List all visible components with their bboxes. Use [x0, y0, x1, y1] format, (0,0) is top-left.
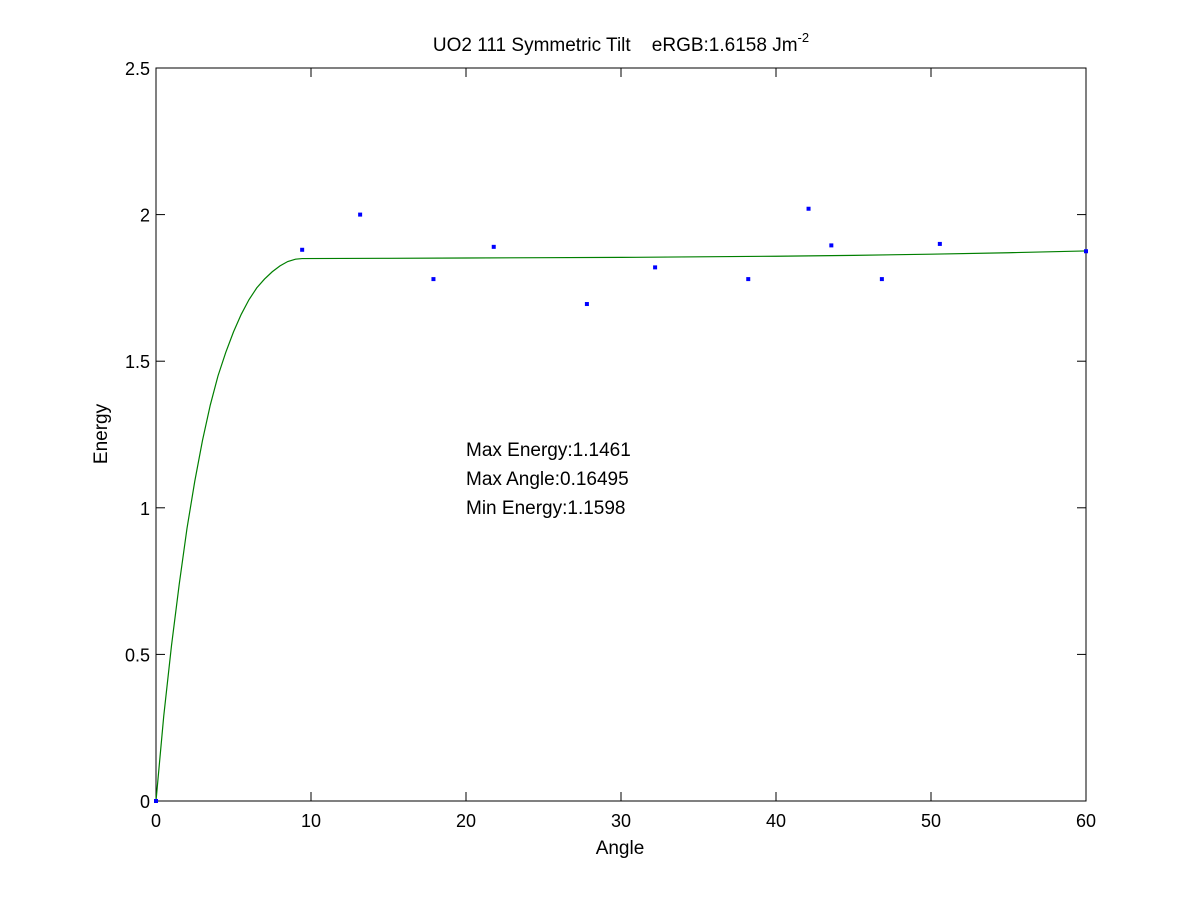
chart-title: UO2 111 Symmetric Tilt eRGB:1.6158 Jm-2: [433, 30, 809, 56]
ticks: [156, 68, 1086, 801]
curves: [155, 250, 1087, 802]
annotation-max-energy: Max Energy:1.1461: [466, 440, 631, 461]
tick-labels: 0 10 20 30 40 50 60 0 0.5 1 1.5 2 2.5: [125, 59, 1096, 831]
x-tick-label: 20: [456, 811, 476, 831]
annotation-block: Max Energy:1.1461 Max Angle:0.16495 Min …: [466, 440, 631, 519]
chart-title-superscript: -2: [798, 30, 810, 45]
data-point: [300, 247, 305, 252]
data-point: [653, 265, 658, 270]
data-point: [431, 277, 436, 282]
x-tick-label: 40: [766, 811, 786, 831]
x-tick-label: 0: [151, 811, 161, 831]
data-point: [358, 212, 363, 217]
axes-box: [155, 67, 1087, 802]
chart-title-main: UO2 111 Symmetric Tilt eRGB:1.6158 Jm: [433, 35, 798, 56]
y-tick-label: 0.5: [125, 645, 150, 665]
x-axis-label: Angle: [596, 838, 645, 859]
data-point: [937, 241, 942, 246]
x-tick-label: 10: [301, 811, 321, 831]
x-tick-label: 50: [921, 811, 941, 831]
data-point: [746, 277, 751, 282]
data-point: [154, 799, 158, 803]
y-tick-label: 2: [140, 206, 150, 226]
plot-area: [154, 67, 1088, 803]
y-tick-label: 1.5: [125, 352, 150, 372]
markers: [154, 206, 1088, 803]
data-point: [829, 243, 834, 248]
y-axis-label: Energy: [91, 403, 112, 464]
data-point: [1084, 249, 1088, 254]
y-tick-label: 2.5: [125, 59, 150, 79]
y-tick-label: 1: [140, 499, 150, 519]
x-tick-label: 60: [1076, 811, 1096, 831]
x-tick-label: 30: [611, 811, 631, 831]
data-point: [806, 206, 811, 211]
y-tick-label: 0: [140, 792, 150, 812]
data-point: [584, 302, 589, 307]
data-point: [491, 244, 496, 249]
fit-curve: [155, 250, 1087, 802]
data-point: [879, 277, 884, 282]
annotation-min-energy: Min Energy:1.1598: [466, 498, 626, 519]
annotation-max-angle: Max Angle:0.16495: [466, 469, 629, 490]
